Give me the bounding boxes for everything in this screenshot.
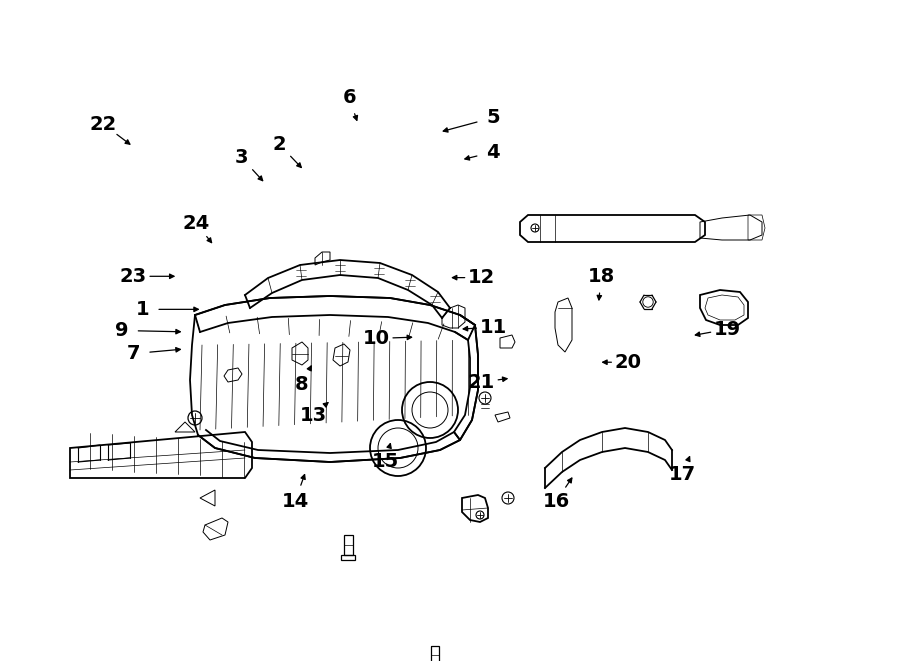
Text: 17: 17 <box>669 465 696 484</box>
Circle shape <box>402 382 458 438</box>
Bar <box>341 555 356 560</box>
Text: 8: 8 <box>294 375 309 394</box>
Bar <box>431 646 439 661</box>
Text: 24: 24 <box>183 214 210 233</box>
Text: 4: 4 <box>486 143 500 161</box>
Text: 23: 23 <box>120 267 147 286</box>
Text: 1: 1 <box>135 300 149 319</box>
Text: 6: 6 <box>342 89 356 107</box>
Text: 18: 18 <box>588 267 615 286</box>
Text: 15: 15 <box>372 452 399 471</box>
Text: 9: 9 <box>115 321 128 340</box>
Text: 12: 12 <box>468 268 495 287</box>
Text: 22: 22 <box>90 115 117 134</box>
Text: 13: 13 <box>300 406 327 424</box>
Text: 20: 20 <box>615 353 642 371</box>
Text: 11: 11 <box>480 318 507 336</box>
Polygon shape <box>200 490 215 506</box>
Text: 16: 16 <box>543 492 570 510</box>
Text: 19: 19 <box>714 320 741 338</box>
Text: 5: 5 <box>486 108 500 127</box>
Text: 10: 10 <box>363 329 390 348</box>
Text: 21: 21 <box>468 373 495 391</box>
Bar <box>344 535 353 555</box>
Text: 2: 2 <box>272 135 286 153</box>
Text: 3: 3 <box>234 148 248 167</box>
Text: 7: 7 <box>126 344 140 363</box>
Text: 14: 14 <box>282 492 309 510</box>
